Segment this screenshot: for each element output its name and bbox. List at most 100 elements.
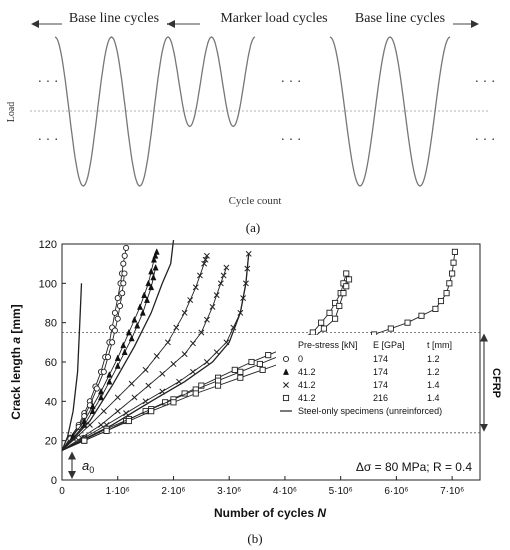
cfrp-label: CFRP — [490, 368, 502, 398]
x-tick-label: 3·10⁶ — [217, 486, 241, 497]
y-tick-label: 80 — [45, 318, 57, 330]
legend-header-prestress: Pre-stress [kN] — [298, 340, 358, 350]
data-point-square — [170, 399, 177, 406]
segment-label-2: Marker load cycles — [220, 11, 327, 26]
data-point-square — [343, 283, 350, 290]
data-point-circle — [121, 252, 128, 259]
data-point-triangle — [152, 263, 159, 271]
data-point-triangle — [106, 371, 113, 378]
x-tick-label: 7·10⁶ — [440, 486, 464, 497]
data-point-circle — [114, 295, 121, 302]
a0-var: a — [82, 458, 89, 473]
data-point-triangle — [150, 273, 157, 281]
series-triangle — [61, 248, 160, 451]
caption-b: (b) — [247, 531, 262, 546]
data-point-triangle — [114, 362, 121, 369]
series-line — [61, 253, 250, 452]
data-point-cross — [181, 351, 188, 358]
series-circle — [61, 270, 128, 451]
data-point-square — [318, 319, 325, 326]
data-point-square — [265, 352, 272, 359]
data-point-cross — [217, 280, 224, 287]
data-point-square — [446, 280, 453, 287]
data-point-square — [237, 368, 244, 375]
data-point-circle — [109, 339, 116, 346]
data-point-square — [340, 290, 347, 297]
series-line — [61, 283, 83, 451]
x-axis-ticks: 0 1·10⁶ 2·10⁶ 3·10⁶ 4·10⁶ 5·10⁶ 6·10⁶ 7·10⁶ — [59, 476, 464, 497]
y-tick-label: 120 — [39, 239, 57, 251]
data-point-triangle — [141, 291, 148, 298]
legend-row2-e: 174 — [373, 367, 388, 377]
data-point-triangle — [153, 248, 160, 255]
y-tick-label: 0 — [51, 475, 57, 487]
data-point-triangle — [134, 321, 141, 329]
data-point-circle — [111, 309, 118, 316]
data-point-square — [256, 360, 263, 368]
series-line — [61, 273, 125, 451]
data-point-cross — [114, 408, 121, 415]
data-point-circle — [121, 270, 128, 277]
data-point-cross — [190, 340, 196, 347]
data-point-cross — [220, 272, 227, 279]
data-point-square — [192, 390, 199, 397]
data-point-square — [215, 377, 222, 384]
data-point-square — [125, 417, 132, 425]
y-tick-label: 100 — [39, 278, 57, 290]
load-label: Load — [6, 102, 17, 123]
data-point-circle — [123, 244, 130, 251]
legend-row4-prestress: 41.2 — [298, 393, 316, 403]
data-point-cross — [145, 382, 152, 389]
y-tick-label: 60 — [45, 357, 57, 369]
data-point-cross — [190, 368, 196, 375]
panel-a: Base line cycles Marker load cycles Base… — [6, 11, 496, 235]
data-point-square — [451, 248, 458, 255]
data-point-cross — [198, 329, 205, 336]
data-point-cross — [181, 309, 188, 316]
ellipsis-5: · · · — [475, 75, 496, 90]
data-point-square — [320, 325, 327, 332]
legend-row2-prestress: 41.2 — [298, 367, 316, 377]
data-point-cross — [213, 349, 220, 356]
data-point-cross — [131, 394, 138, 401]
data-point-cross — [72, 434, 79, 441]
legend-row5-label: Steel-only specimens (unreinforced) — [298, 406, 442, 416]
ylabel-pre: Crack length — [9, 344, 23, 420]
data-point-cross — [173, 324, 180, 331]
y-axis-title: Crack length a [mm] — [9, 304, 23, 419]
x-tick-label: 0 — [59, 486, 65, 497]
data-point-cross — [164, 339, 171, 346]
legend-row1-prestress: 0 — [298, 354, 303, 364]
data-point-triangle — [144, 296, 150, 303]
series-line — [61, 240, 175, 451]
data-point-circle — [100, 368, 107, 375]
data-point-square — [198, 382, 205, 389]
series-line — [61, 253, 250, 452]
data-point-cross — [170, 361, 177, 367]
legend-row3-t: 1.4 — [427, 380, 440, 390]
data-point-cross — [213, 292, 220, 299]
data-point-square — [326, 309, 333, 316]
series-line — [61, 240, 175, 451]
data-point-square — [437, 297, 445, 305]
data-point-circle — [120, 260, 127, 267]
data-point-cross — [203, 359, 210, 365]
data-point-circle — [104, 354, 112, 361]
data-point-cross — [202, 256, 209, 263]
data-point-triangle — [139, 309, 146, 316]
data-point-triangle — [148, 267, 155, 275]
data-point-square — [343, 270, 350, 277]
data-point-circle — [120, 280, 127, 287]
legend-row3-prestress: 41.2 — [298, 380, 316, 390]
x-tick-label: 6·10⁶ — [384, 486, 408, 497]
data-point-triangle — [120, 341, 127, 349]
legend-header-t: t [mm] — [427, 340, 452, 350]
data-point-cross — [187, 297, 194, 304]
data-point-circle — [75, 423, 82, 430]
series-cross — [61, 264, 230, 451]
data-point-square — [103, 427, 110, 434]
load-annotation: Δσ = 80 MPa; R = 0.4 — [356, 460, 472, 474]
data-point-triangle — [137, 303, 144, 310]
x-tick-label: 5·10⁶ — [329, 486, 353, 497]
